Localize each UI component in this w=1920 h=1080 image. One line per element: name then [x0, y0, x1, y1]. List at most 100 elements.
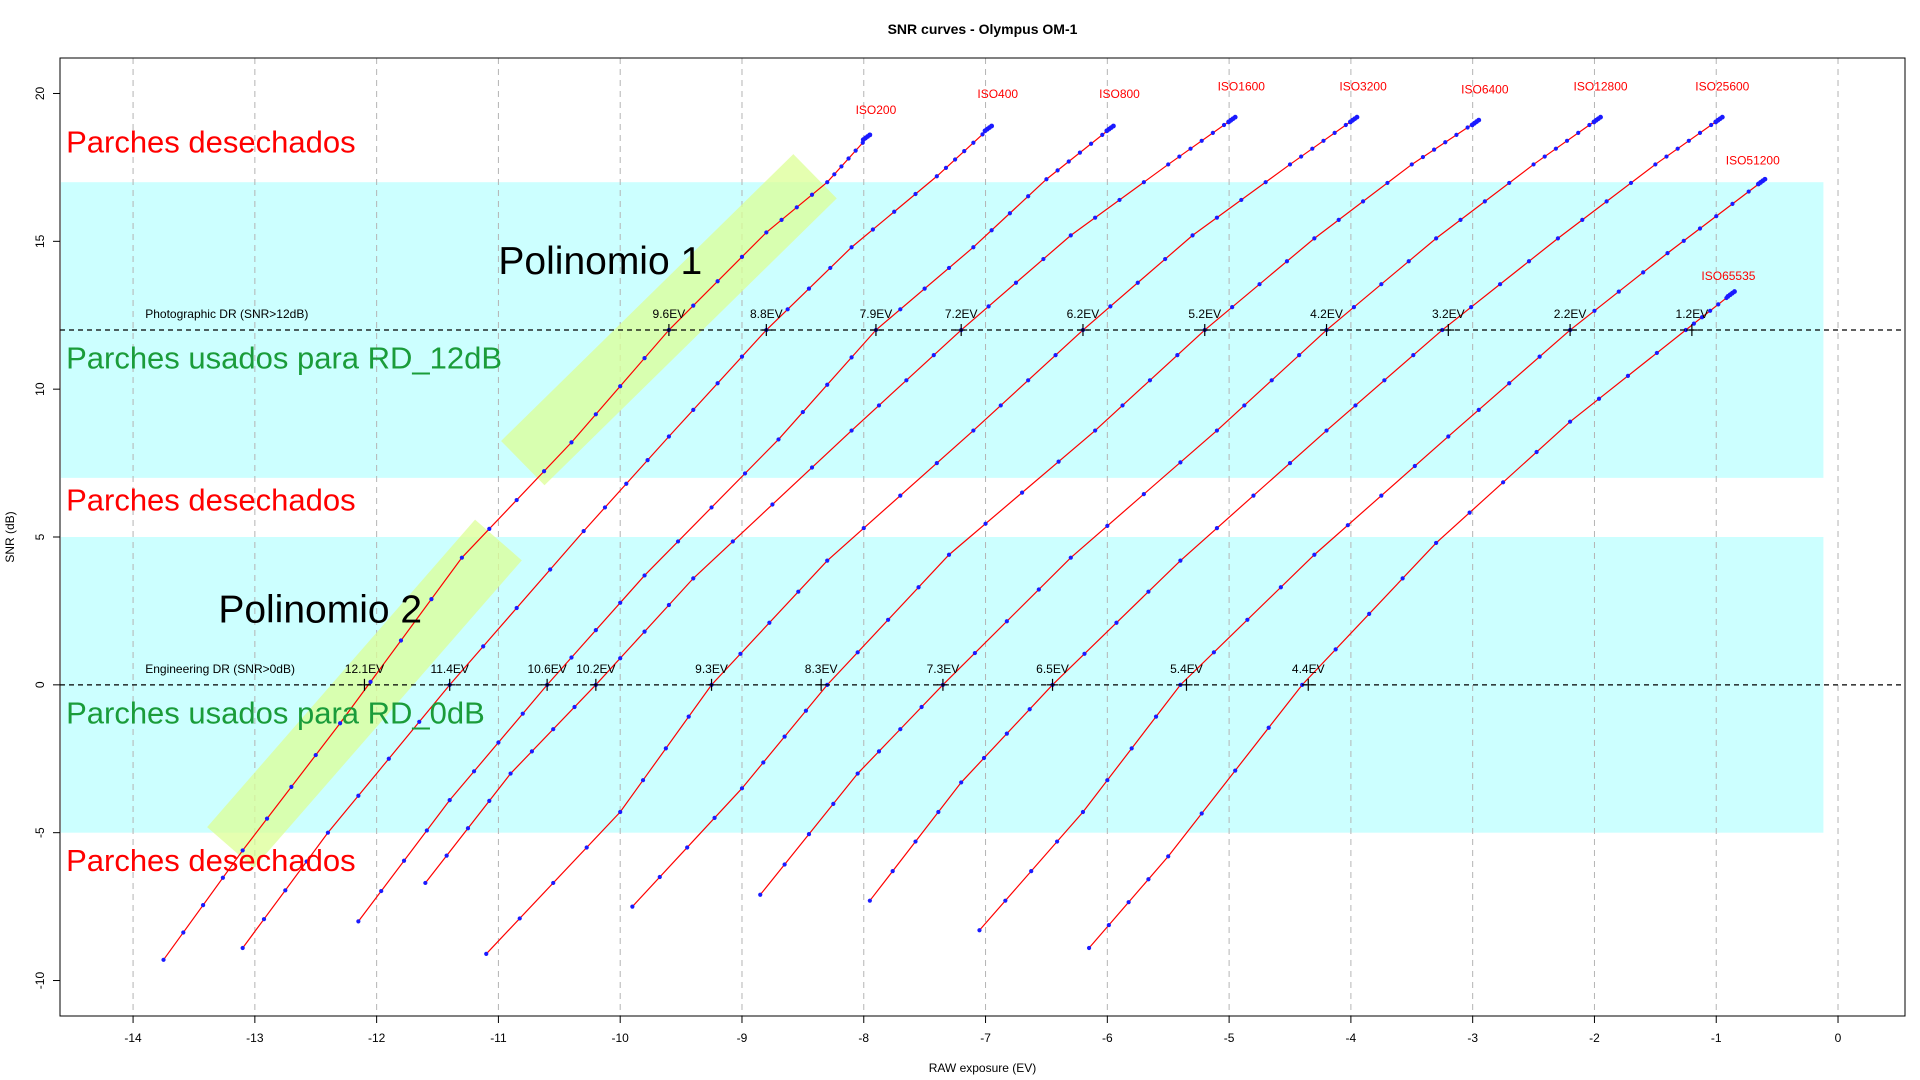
data-point: [1055, 168, 1060, 173]
data-point: [481, 644, 486, 649]
data-point: [1681, 238, 1686, 243]
data-point: [876, 749, 882, 754]
data-point: [484, 951, 489, 957]
data-point: [685, 845, 690, 850]
data-point: [1053, 353, 1058, 358]
data-point: [1163, 256, 1168, 262]
data-point: [739, 254, 745, 259]
data-point: [782, 734, 787, 739]
data-point: [1003, 898, 1008, 903]
data-point: [1135, 280, 1140, 285]
data-point: [1100, 132, 1105, 137]
data-point: [1555, 236, 1561, 241]
dr-value-label: 11.4EV: [430, 662, 468, 676]
data-point: [220, 875, 225, 880]
data-point: [1440, 327, 1445, 333]
data-point: [593, 628, 598, 633]
data-point: [972, 650, 977, 656]
data-point: [876, 403, 882, 408]
data-point: [666, 602, 672, 608]
y-tick-label: 5: [33, 533, 47, 540]
data-point: [572, 704, 577, 710]
data-point: [1382, 378, 1387, 383]
data-point: [898, 493, 903, 498]
data-point: [980, 132, 985, 137]
series-iso800: ISO800: [356, 87, 1140, 924]
data-point: [1105, 523, 1110, 529]
data-point: [962, 149, 967, 154]
data-point: [1066, 159, 1071, 164]
y-axis-label: SNR (dB): [3, 511, 17, 562]
data-point: [1587, 122, 1592, 128]
data-point: [423, 880, 428, 886]
data-point: [642, 573, 647, 578]
data-point: [916, 585, 921, 590]
data-point: [1507, 180, 1512, 186]
data-point: [1177, 154, 1182, 159]
data-point: [1108, 304, 1113, 309]
data-point: [913, 191, 918, 197]
dr-value-label: 6.2EV: [1067, 307, 1100, 321]
data-point: [1641, 270, 1646, 275]
data-point: [304, 859, 309, 864]
data-point: [584, 845, 589, 850]
data-point: [853, 148, 858, 153]
data-point: [240, 848, 245, 853]
data-point: [289, 784, 294, 789]
data-point: [1068, 233, 1073, 238]
data-point: [1686, 138, 1691, 143]
data-point: [825, 180, 830, 185]
data-point: [471, 769, 477, 774]
data-point: [1245, 617, 1250, 622]
data-point: [1412, 463, 1417, 469]
data-point: [1269, 378, 1274, 383]
annotation-polinomio-1: Polinomio 1: [498, 240, 702, 283]
data-point: [1400, 576, 1405, 581]
data-point: [1664, 154, 1669, 159]
data-point: [1105, 778, 1110, 783]
series-iso400: ISO400: [240, 87, 1018, 951]
data-point: [1153, 714, 1159, 719]
data-point: [761, 760, 766, 765]
data-point: [691, 576, 696, 581]
data-point: [618, 600, 623, 605]
data-point: [200, 903, 206, 908]
x-tick-label: 0: [1835, 1031, 1842, 1045]
data-point: [487, 798, 492, 803]
data-point: [1284, 259, 1290, 264]
data-point: [767, 620, 772, 625]
data-point: [548, 567, 553, 572]
x-tick-label: -5: [1224, 1031, 1235, 1045]
data-point: [1526, 259, 1532, 264]
data-point: [1497, 282, 1503, 287]
dr-value-label: 9.6EV: [653, 307, 686, 321]
data-point: [1312, 236, 1317, 241]
data-point: [1239, 197, 1244, 203]
data-point: [739, 354, 745, 359]
dr-value-label: 2.2EV: [1554, 307, 1587, 321]
series-iso51200: ISO51200: [977, 153, 1780, 933]
data-point: [666, 434, 672, 439]
data-point: [913, 839, 918, 844]
data-point: [1226, 119, 1231, 125]
data-point: [946, 265, 952, 271]
x-tick-label: -3: [1467, 1031, 1478, 1045]
x-tick-label: -1: [1711, 1031, 1722, 1045]
data-point: [1082, 651, 1087, 656]
data-point: [624, 481, 629, 486]
data-point: [1625, 373, 1631, 378]
data-point: [642, 629, 647, 634]
y-tick-label: 0: [33, 681, 47, 688]
data-point: [1178, 460, 1183, 465]
chart-title: SNR curves - Olympus OM-1: [888, 21, 1078, 37]
data-point: [1531, 162, 1536, 167]
data-point: [1347, 119, 1353, 125]
data-point: [1310, 146, 1315, 151]
data-point: [283, 888, 288, 893]
data-point: [1665, 251, 1670, 256]
data-point: [861, 526, 866, 531]
data-point: [1287, 162, 1293, 167]
data-point: [1567, 419, 1573, 424]
dr-value-label: 8.8EV: [750, 307, 783, 321]
data-point: [839, 164, 844, 169]
